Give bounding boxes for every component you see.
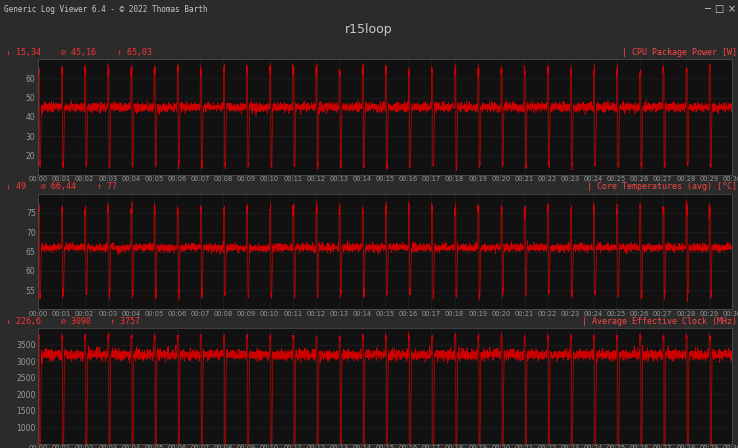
Text: ⌀ 3090: ⌀ 3090	[61, 317, 92, 326]
Text: | Average Effective Clock (MHz): | Average Effective Clock (MHz)	[582, 317, 737, 326]
Text: □: □	[714, 4, 723, 14]
Text: ⌀ 45,16: ⌀ 45,16	[61, 48, 96, 57]
Text: ×: ×	[727, 4, 736, 14]
Text: ─: ─	[704, 4, 710, 14]
Text: Generic Log Viewer 6.4 - © 2022 Thomas Barth: Generic Log Viewer 6.4 - © 2022 Thomas B…	[4, 4, 207, 13]
Text: r15loop: r15loop	[345, 22, 393, 35]
Text: ⌀ 66,44: ⌀ 66,44	[41, 182, 76, 191]
Text: | CPU Package Power [W]: | CPU Package Power [W]	[621, 48, 737, 57]
Text: ↓ 49: ↓ 49	[6, 182, 26, 191]
Text: ↓ 226,6: ↓ 226,6	[6, 317, 41, 326]
Text: ↑ 65,03: ↑ 65,03	[117, 48, 151, 57]
Text: ↓ 15,34: ↓ 15,34	[6, 48, 41, 57]
Text: ↑ 3757: ↑ 3757	[110, 317, 140, 326]
Text: ↑ 77: ↑ 77	[97, 182, 117, 191]
Text: | Core Temperatures (avg) [°C]: | Core Temperatures (avg) [°C]	[587, 182, 737, 191]
